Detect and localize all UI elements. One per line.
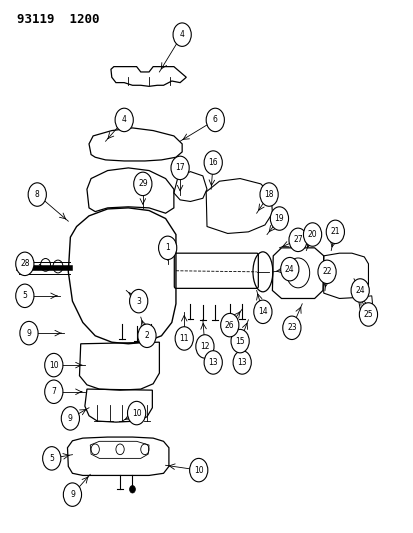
Text: 13: 13	[208, 358, 218, 367]
Circle shape	[189, 458, 207, 482]
Text: 16: 16	[208, 158, 218, 167]
Text: 18: 18	[264, 190, 273, 199]
Text: 2: 2	[144, 332, 149, 340]
Circle shape	[115, 108, 133, 132]
Circle shape	[303, 223, 321, 246]
Text: 27: 27	[292, 236, 302, 244]
Circle shape	[171, 156, 189, 180]
Circle shape	[270, 207, 288, 230]
Text: 11: 11	[179, 334, 188, 343]
Circle shape	[253, 300, 271, 324]
Circle shape	[204, 151, 222, 174]
Text: 24: 24	[354, 286, 364, 295]
Circle shape	[282, 316, 300, 340]
Circle shape	[220, 313, 238, 337]
Text: 9: 9	[68, 414, 73, 423]
Circle shape	[129, 289, 147, 313]
Text: 14: 14	[257, 308, 267, 316]
Text: 3: 3	[136, 297, 141, 305]
Text: 5: 5	[49, 454, 54, 463]
Text: 29: 29	[138, 180, 147, 188]
Circle shape	[259, 183, 278, 206]
Text: 20: 20	[307, 230, 317, 239]
Circle shape	[350, 279, 368, 302]
Circle shape	[195, 335, 214, 358]
Text: 10: 10	[49, 361, 59, 369]
Circle shape	[63, 483, 81, 506]
Text: 28: 28	[20, 260, 29, 268]
Text: 15: 15	[235, 337, 244, 345]
Text: 7: 7	[51, 387, 56, 396]
Circle shape	[233, 351, 251, 374]
Circle shape	[138, 324, 156, 348]
Text: 93119  1200: 93119 1200	[17, 13, 99, 26]
Circle shape	[204, 351, 222, 374]
Circle shape	[175, 327, 193, 350]
Text: 5: 5	[22, 292, 27, 300]
Text: 4: 4	[179, 30, 184, 39]
Text: 25: 25	[363, 310, 373, 319]
Circle shape	[206, 108, 224, 132]
Circle shape	[133, 172, 152, 196]
Circle shape	[325, 220, 344, 244]
Circle shape	[61, 407, 79, 430]
Text: 1: 1	[165, 244, 170, 252]
Circle shape	[129, 486, 135, 493]
Circle shape	[230, 329, 249, 353]
Text: 12: 12	[200, 342, 209, 351]
Circle shape	[280, 257, 298, 281]
Circle shape	[288, 228, 306, 252]
Text: 26: 26	[224, 321, 234, 329]
Circle shape	[20, 321, 38, 345]
Text: 22: 22	[322, 268, 331, 276]
Circle shape	[45, 380, 63, 403]
Text: 6: 6	[212, 116, 217, 124]
Circle shape	[158, 236, 176, 260]
Circle shape	[28, 183, 46, 206]
Text: 23: 23	[286, 324, 296, 332]
Circle shape	[127, 401, 145, 425]
Circle shape	[45, 353, 63, 377]
Circle shape	[173, 23, 191, 46]
Text: 19: 19	[274, 214, 284, 223]
Text: 24: 24	[284, 265, 294, 273]
Circle shape	[358, 303, 377, 326]
Text: 8: 8	[35, 190, 40, 199]
Text: 9: 9	[26, 329, 31, 337]
Text: 10: 10	[131, 409, 141, 417]
Text: 9: 9	[70, 490, 75, 499]
Text: 10: 10	[193, 466, 203, 474]
Circle shape	[317, 260, 335, 284]
Text: 4: 4	[121, 116, 126, 124]
Text: 13: 13	[237, 358, 247, 367]
Text: 21: 21	[330, 228, 339, 236]
Text: 17: 17	[175, 164, 185, 172]
Circle shape	[16, 284, 34, 308]
Circle shape	[16, 252, 34, 276]
Circle shape	[43, 447, 61, 470]
